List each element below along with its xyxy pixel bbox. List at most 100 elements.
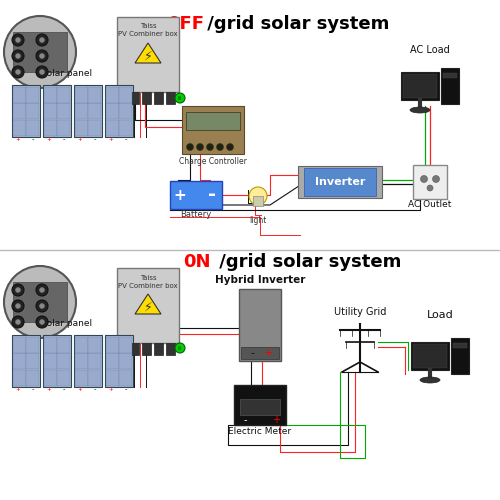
Bar xyxy=(166,342,175,354)
Bar xyxy=(13,120,26,136)
Bar xyxy=(57,353,70,370)
Circle shape xyxy=(40,288,44,292)
Bar xyxy=(44,336,56,352)
Bar xyxy=(57,86,70,102)
Circle shape xyxy=(175,93,185,103)
Text: -: - xyxy=(116,344,120,354)
Circle shape xyxy=(16,288,20,292)
Bar xyxy=(13,282,67,322)
Text: +: + xyxy=(108,387,113,392)
Circle shape xyxy=(16,304,20,308)
Text: -: - xyxy=(244,415,248,425)
Text: -: - xyxy=(94,136,96,142)
Bar xyxy=(241,347,279,359)
Bar xyxy=(117,268,179,342)
Circle shape xyxy=(196,144,203,150)
Text: -: - xyxy=(125,136,128,142)
Circle shape xyxy=(186,144,194,150)
Bar xyxy=(12,85,40,137)
Bar xyxy=(74,85,102,137)
Text: -: - xyxy=(208,186,216,204)
Bar xyxy=(106,336,118,352)
Bar xyxy=(12,335,40,387)
Circle shape xyxy=(36,66,48,78)
Circle shape xyxy=(40,54,44,59)
Text: iii: iii xyxy=(178,346,182,350)
Bar xyxy=(88,353,101,370)
Text: +: + xyxy=(108,137,113,142)
Bar xyxy=(26,336,38,352)
Bar xyxy=(106,103,118,120)
Bar xyxy=(26,353,38,370)
Circle shape xyxy=(12,316,24,328)
Circle shape xyxy=(16,320,20,324)
Bar xyxy=(119,120,132,136)
Bar xyxy=(88,120,101,136)
Bar xyxy=(142,92,151,104)
Bar xyxy=(105,335,133,387)
Text: +: + xyxy=(46,387,51,392)
Bar xyxy=(75,336,88,352)
Bar xyxy=(44,370,56,386)
Text: -: - xyxy=(94,386,96,392)
Bar xyxy=(44,120,56,136)
Bar xyxy=(13,103,26,120)
Bar xyxy=(75,353,88,370)
Bar xyxy=(57,336,70,352)
Bar xyxy=(57,103,70,120)
Circle shape xyxy=(40,38,44,43)
Circle shape xyxy=(12,300,24,312)
Polygon shape xyxy=(135,294,161,314)
Bar xyxy=(88,370,101,386)
Text: -: - xyxy=(32,386,34,392)
Circle shape xyxy=(12,34,24,46)
Bar xyxy=(106,370,118,386)
Circle shape xyxy=(36,284,48,296)
Text: -: - xyxy=(250,348,254,358)
Bar xyxy=(57,370,70,386)
Circle shape xyxy=(206,144,214,150)
Bar xyxy=(13,32,67,72)
Bar xyxy=(75,103,88,120)
Bar xyxy=(186,112,240,130)
Bar xyxy=(26,86,38,102)
Bar xyxy=(234,385,286,425)
Bar xyxy=(43,335,71,387)
Bar xyxy=(57,120,70,136)
Text: +: + xyxy=(174,188,186,202)
Bar xyxy=(106,353,118,370)
Bar xyxy=(26,120,38,136)
Circle shape xyxy=(420,176,428,182)
Bar xyxy=(239,289,281,361)
Text: 0N: 0N xyxy=(183,253,210,271)
Bar xyxy=(411,342,449,370)
Circle shape xyxy=(427,185,433,191)
Text: +: + xyxy=(264,348,272,358)
Circle shape xyxy=(175,343,185,353)
Circle shape xyxy=(40,320,44,324)
Circle shape xyxy=(40,304,44,308)
Circle shape xyxy=(12,66,24,78)
Circle shape xyxy=(4,266,76,338)
Text: light: light xyxy=(250,216,266,225)
Bar xyxy=(75,370,88,386)
Bar xyxy=(13,353,26,370)
Bar xyxy=(453,343,467,348)
Bar xyxy=(119,103,132,120)
Bar xyxy=(403,74,437,98)
Bar xyxy=(451,338,469,374)
Bar xyxy=(13,336,26,352)
Bar xyxy=(443,73,457,78)
Bar xyxy=(44,86,56,102)
Circle shape xyxy=(36,316,48,328)
Bar xyxy=(298,166,382,198)
Text: AC Load: AC Load xyxy=(410,45,450,55)
Text: Hybrid Inverter: Hybrid Inverter xyxy=(215,275,305,285)
Bar xyxy=(401,72,439,100)
Bar xyxy=(106,86,118,102)
Bar xyxy=(142,342,151,354)
Bar xyxy=(44,103,56,120)
Bar xyxy=(441,68,459,104)
Text: /grid solar system: /grid solar system xyxy=(201,15,390,33)
Text: Utility Grid: Utility Grid xyxy=(334,307,386,317)
